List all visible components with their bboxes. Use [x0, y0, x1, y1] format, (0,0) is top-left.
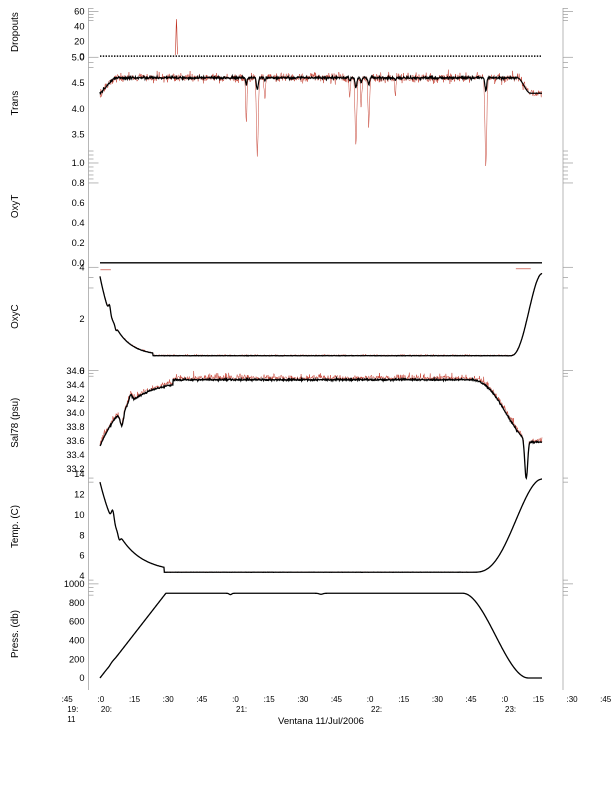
svg-text:20: 20 — [74, 36, 84, 46]
svg-text::0: :0 — [501, 695, 508, 704]
svg-text::30: :30 — [163, 695, 175, 704]
svg-text:3.5: 3.5 — [72, 130, 85, 140]
svg-text:34.6: 34.6 — [66, 366, 84, 376]
svg-text:6: 6 — [79, 551, 84, 561]
svg-text::45: :45 — [600, 695, 612, 704]
svg-text::30: :30 — [297, 695, 309, 704]
svg-text:Dropouts: Dropouts — [10, 12, 21, 52]
svg-text::0: :0 — [98, 695, 105, 704]
svg-text::30: :30 — [566, 695, 578, 704]
svg-text:60: 60 — [74, 7, 84, 17]
svg-text:19:: 19: — [67, 705, 78, 714]
svg-text:OxyT: OxyT — [10, 195, 21, 218]
svg-text:34.0: 34.0 — [66, 408, 84, 418]
svg-text:800: 800 — [69, 598, 85, 608]
svg-text::0: :0 — [232, 695, 239, 704]
svg-text:0.4: 0.4 — [72, 218, 85, 228]
svg-text::45: :45 — [466, 695, 478, 704]
svg-text:0: 0 — [79, 673, 84, 683]
svg-text:0.2: 0.2 — [72, 238, 85, 248]
svg-text::30: :30 — [432, 695, 444, 704]
svg-text:Ventana 11/Jul/2006: Ventana 11/Jul/2006 — [278, 716, 364, 727]
svg-text:33.6: 33.6 — [66, 436, 84, 446]
svg-text:40: 40 — [74, 22, 84, 32]
svg-text:1.0: 1.0 — [72, 158, 85, 168]
svg-text:OxyC: OxyC — [10, 304, 21, 329]
svg-text:22:: 22: — [371, 705, 382, 714]
svg-text:400: 400 — [69, 636, 85, 646]
svg-text::15: :15 — [129, 695, 141, 704]
svg-text:Trans: Trans — [10, 91, 21, 116]
svg-text:12: 12 — [74, 490, 84, 500]
svg-text:23:: 23: — [505, 705, 516, 714]
svg-text:Sal78 (psu): Sal78 (psu) — [10, 398, 21, 448]
svg-text:Temp. (C): Temp. (C) — [10, 505, 21, 548]
svg-text:4: 4 — [79, 263, 84, 273]
svg-text:33.4: 33.4 — [66, 450, 84, 460]
svg-text:0.6: 0.6 — [72, 198, 85, 208]
svg-text:34.2: 34.2 — [66, 394, 84, 404]
svg-text:21:: 21: — [236, 705, 247, 714]
svg-text:4.0: 4.0 — [72, 104, 85, 114]
svg-text:33.8: 33.8 — [66, 422, 84, 432]
svg-text::45: :45 — [62, 695, 74, 704]
svg-text::15: :15 — [533, 695, 545, 704]
svg-text:600: 600 — [69, 617, 85, 627]
svg-text:10: 10 — [74, 510, 84, 520]
svg-text:0.8: 0.8 — [72, 178, 85, 188]
svg-text:4.5: 4.5 — [72, 78, 85, 88]
svg-text::15: :15 — [398, 695, 410, 704]
svg-text:14: 14 — [74, 469, 84, 479]
svg-text::45: :45 — [331, 695, 343, 704]
svg-text:1000: 1000 — [64, 579, 85, 589]
svg-text:Press. (db): Press. (db) — [10, 610, 21, 658]
svg-text:2: 2 — [79, 314, 84, 324]
svg-text:20:: 20: — [101, 705, 112, 714]
svg-text:8: 8 — [79, 530, 84, 540]
svg-text:5.0: 5.0 — [72, 52, 85, 62]
svg-text:200: 200 — [69, 654, 85, 664]
svg-text:34.4: 34.4 — [66, 380, 84, 390]
svg-text::45: :45 — [196, 695, 208, 704]
svg-text::15: :15 — [264, 695, 276, 704]
svg-text:11: 11 — [67, 715, 76, 724]
svg-text::0: :0 — [367, 695, 374, 704]
